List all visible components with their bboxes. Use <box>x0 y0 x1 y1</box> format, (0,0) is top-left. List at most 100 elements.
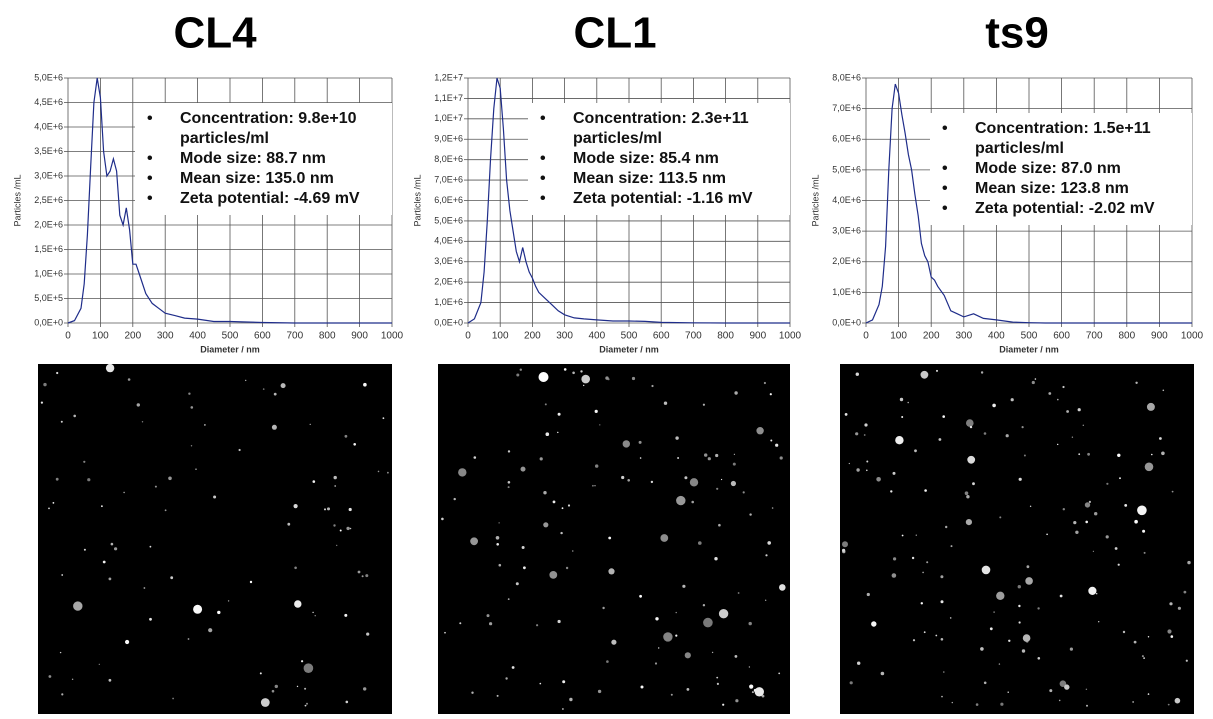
particle-spot <box>856 468 860 472</box>
particle-spot <box>778 672 781 675</box>
particle-spot <box>521 546 525 549</box>
particle-spot <box>751 691 754 694</box>
particle-spot <box>748 666 751 668</box>
particle-spot <box>273 392 277 396</box>
particle-spot <box>866 469 868 472</box>
particle-spot <box>572 371 575 375</box>
particle-spot <box>608 536 612 540</box>
y-tick-label: 5,0E+6 <box>434 215 463 225</box>
particle-spot <box>1026 565 1030 569</box>
particle-spot <box>914 449 917 453</box>
particle-spot <box>507 486 510 489</box>
particle-spot <box>1144 462 1154 472</box>
particle-spot <box>190 406 194 409</box>
particle-spot <box>562 680 566 684</box>
x-tick-label: 300 <box>556 331 573 342</box>
particle-spot <box>539 682 542 685</box>
particle-spot <box>563 368 567 371</box>
y-tick-label: 3,0E+6 <box>34 170 63 180</box>
particle-spot <box>992 403 996 408</box>
particle-spot <box>920 370 929 379</box>
particle-spot <box>444 631 446 634</box>
particle-spot <box>1059 594 1063 598</box>
x-tick-label: 500 <box>1021 331 1038 342</box>
particle-spot <box>749 513 752 516</box>
y-tick-label: 4,0E+6 <box>832 195 861 205</box>
particle-spot <box>639 457 642 459</box>
particle-spot <box>702 604 706 607</box>
y-tick-label: 1,0E+6 <box>434 297 463 307</box>
x-tick-label: 200 <box>124 331 141 342</box>
particle-spot <box>271 424 277 430</box>
particle-spot <box>866 460 869 463</box>
particle-spot <box>366 632 370 636</box>
particle-spot <box>314 615 316 617</box>
particle-spot <box>703 617 713 628</box>
particle-spot <box>1005 434 1009 438</box>
particle-spot <box>942 415 945 418</box>
particle-spot <box>569 697 573 702</box>
particle-spot <box>675 634 678 637</box>
x-tick-label: 500 <box>222 331 239 342</box>
particle-spot <box>718 523 721 527</box>
particle-spot <box>707 457 711 461</box>
particle-spot <box>983 432 987 435</box>
particle-spot <box>1098 621 1100 623</box>
particle-spot <box>1049 689 1053 693</box>
particle-spot <box>105 363 115 373</box>
particle-spot <box>296 685 299 688</box>
particle-spot <box>940 638 944 641</box>
particle-spot <box>1167 703 1170 706</box>
particle-spot <box>260 698 270 707</box>
particle-spot <box>848 462 850 465</box>
x-tick-label: 600 <box>653 331 670 342</box>
particle-spot <box>1170 635 1174 638</box>
particle-spot <box>1096 593 1098 595</box>
data-line <box>467 77 790 324</box>
x-tick-label: 1000 <box>381 331 404 342</box>
particle-spot <box>592 484 594 487</box>
particle-spot <box>901 534 904 537</box>
micrograph <box>438 364 790 714</box>
annotation: Concentration: 1.5e+11 particles/ml <box>942 119 1184 159</box>
annotation: Concentration: 2.3e+11 particles/ml <box>540 109 782 149</box>
particle-spot <box>543 522 549 528</box>
particle-spot <box>842 541 848 548</box>
particle-spot <box>901 416 904 418</box>
particle-spot <box>714 557 718 561</box>
particle-spot <box>1142 529 1146 533</box>
particle-spot <box>1151 453 1153 456</box>
particle-spot <box>983 681 987 685</box>
particle-spot <box>61 574 64 576</box>
particle-spot <box>349 527 352 530</box>
particle-spot <box>172 697 175 700</box>
particle-spot <box>769 393 772 396</box>
particle-spot <box>999 516 1002 519</box>
annotation: Mode size: 85.4 nm <box>540 149 782 169</box>
particle-spot <box>1025 577 1033 585</box>
particle-spot <box>143 587 146 589</box>
annotation: Mode size: 87.0 nm <box>942 159 1184 179</box>
particle-spot <box>353 443 357 446</box>
particle-spot <box>536 624 539 627</box>
y-tick-label: 8,0E+6 <box>434 154 463 164</box>
particle-spot <box>926 561 929 564</box>
particle-spot <box>557 619 561 624</box>
particle-spot <box>1048 392 1052 395</box>
particle-spot <box>459 622 462 625</box>
particle-spot <box>245 379 247 382</box>
particle-spot <box>511 666 515 669</box>
particle-spot <box>519 368 522 371</box>
particle-spot <box>1075 530 1079 534</box>
particle-spot <box>561 507 564 510</box>
particle-spot <box>327 507 330 511</box>
particle-spot <box>1169 602 1173 606</box>
particle-spot <box>110 542 114 546</box>
particle-spot <box>1078 453 1081 456</box>
particle-spot <box>262 388 265 390</box>
y-tick-label: 9,0E+6 <box>434 134 463 144</box>
micrograph <box>38 364 392 714</box>
particle-spot <box>136 403 140 407</box>
particle-spot <box>735 699 739 703</box>
particle-spot <box>606 660 609 663</box>
